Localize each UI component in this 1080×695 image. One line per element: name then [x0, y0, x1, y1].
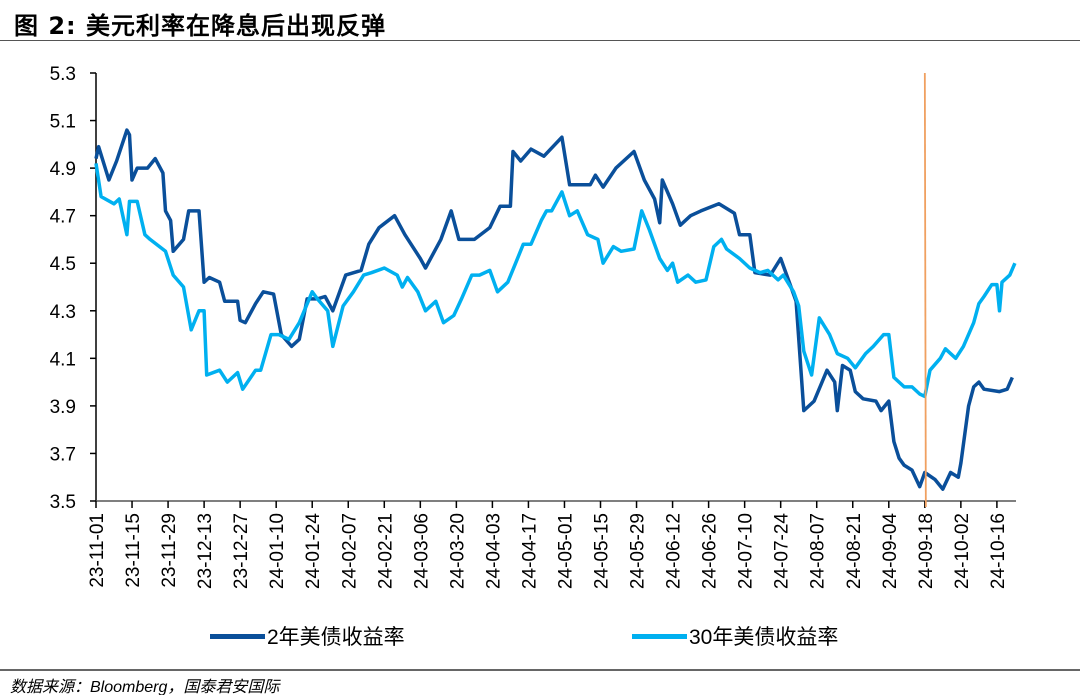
- x-tick-label: 24-07-24: [772, 513, 793, 589]
- x-tick-label: 24-10-02: [952, 513, 973, 589]
- legend-swatch-30y: [632, 633, 687, 639]
- x-tick-label: 23-11-15: [123, 513, 144, 588]
- x-tick-label: 24-06-26: [700, 513, 721, 589]
- y-tick-label: 4.5: [50, 254, 76, 275]
- legend-swatch-2y: [210, 633, 265, 639]
- x-tick-label: 24-05-15: [592, 513, 613, 589]
- y-tick-label: 4.9: [50, 159, 76, 180]
- x-tick-label: 23-11-29: [159, 513, 180, 588]
- x-tick-label: 24-06-12: [664, 513, 685, 589]
- x-tick-label: 24-04-17: [519, 513, 540, 589]
- x-tick-label: 23-11-01: [87, 513, 108, 588]
- x-tick-label: 24-05-01: [555, 513, 576, 589]
- title-divider: [0, 40, 1080, 41]
- y-tick-label: 3.9: [50, 397, 76, 418]
- y-tick-label: 3.5: [50, 492, 76, 513]
- x-tick-label: 24-09-18: [916, 513, 937, 589]
- y-tick-label: 4.3: [50, 302, 76, 323]
- x-tick-label: 24-03-06: [411, 513, 432, 589]
- x-tick-label: 24-02-21: [375, 513, 396, 589]
- series-line-2y: [94, 128, 1014, 491]
- x-tick-label: 23-12-27: [231, 513, 252, 589]
- x-tick-label: 24-08-21: [844, 513, 865, 589]
- x-tick-label: 24-03-20: [447, 513, 468, 589]
- legend-label-2y: 2年美债收益率: [267, 626, 405, 649]
- source-divider: [0, 669, 1080, 671]
- chart-title: 图 2: 美元利率在降息后出现反弹: [14, 12, 387, 40]
- x-tick-label: 24-10-16: [988, 513, 1009, 589]
- rate-cut-marker-line: [923, 72, 927, 508]
- series-line-30y: [94, 163, 1017, 399]
- y-tick-label: 3.7: [50, 444, 76, 465]
- x-tick-label: 24-04-03: [483, 513, 504, 589]
- x-tick-label: 23-12-13: [195, 513, 216, 589]
- x-tick-label: 24-09-04: [880, 513, 901, 589]
- x-tick-label: 24-08-07: [808, 513, 829, 589]
- y-tick-label: 4.7: [50, 207, 76, 228]
- legend-item-2y: 2年美债收益率: [210, 621, 405, 651]
- x-tick-label: 24-01-10: [267, 513, 288, 589]
- legend-item-30y: 30年美债收益率: [632, 621, 838, 651]
- legend-label-30y: 30年美债收益率: [689, 626, 839, 649]
- x-tick-label: 24-01-24: [303, 513, 324, 589]
- y-tick-label: 4.1: [50, 349, 76, 370]
- x-tick-label: 24-02-07: [339, 513, 360, 589]
- source-note: 数据来源：Bloomberg，国泰君安国际: [10, 679, 280, 695]
- y-tick-label: 5.1: [50, 112, 76, 133]
- y-tick-label: 5.3: [50, 64, 76, 85]
- x-tick-label: 24-05-29: [628, 513, 649, 589]
- x-tick-label: 24-07-10: [736, 513, 757, 589]
